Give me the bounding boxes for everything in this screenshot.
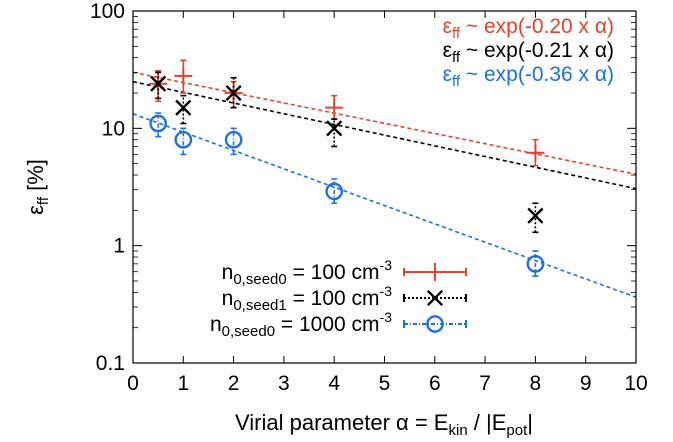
y-tick-label: 10 xyxy=(102,117,125,140)
y-axis-title-subscript: ff xyxy=(35,196,52,205)
data-point xyxy=(150,75,167,92)
legend-text: = 100 cm xyxy=(287,287,380,310)
fit-label-symbol: ε xyxy=(443,39,452,62)
data-point xyxy=(225,84,242,102)
legend-subscript: 0,seed0 xyxy=(233,271,286,288)
fit-label-subscript: ff xyxy=(452,49,461,66)
x-tick-label: 7 xyxy=(479,372,491,395)
legend-marker xyxy=(426,289,444,307)
legend-text: n xyxy=(210,313,222,336)
legend-label: n0,seed0 = 1000 cm-3 xyxy=(210,309,392,340)
fit-label: εff ~ exp(-0.20 x α) xyxy=(443,15,614,42)
data-point xyxy=(527,207,544,224)
y-tick-label: 100 xyxy=(90,0,125,23)
x-axis-title-subscript: kin xyxy=(448,422,467,439)
fit-line xyxy=(133,71,636,176)
x-tick-label: 10 xyxy=(624,372,647,395)
x-axis-title: Virial parameter α = Ekin / |Epot| xyxy=(235,410,533,439)
y-tick-label: 0.1 xyxy=(96,352,125,375)
x-tick-label: 9 xyxy=(580,372,592,395)
x-tick-label: 3 xyxy=(278,372,290,395)
legend-superscript: -3 xyxy=(380,309,393,325)
fit-label-text: ~ exp(-0.20 x α) xyxy=(460,15,614,38)
axis-ticks: 0 1 2 3 4 5 6 7 8 9 10 0.1 1 10 100 xyxy=(90,0,648,395)
fit-label-text: ~ exp(-0.36 x α) xyxy=(460,63,614,86)
x-tick-label: 6 xyxy=(429,372,441,395)
fit-label-symbol: ε xyxy=(443,63,452,86)
data-point xyxy=(175,99,192,116)
data-point xyxy=(325,182,344,201)
series-3 xyxy=(149,112,545,277)
data-point xyxy=(326,120,343,137)
x-axis-title-text: Virial parameter α = E xyxy=(235,410,448,435)
y-tick-label: 1 xyxy=(113,235,125,258)
legend-marker xyxy=(426,315,444,333)
data-point xyxy=(174,130,193,149)
legend: n0,seed0 = 100 cm-3n0,seed1 = 100 cm-3n0… xyxy=(210,257,467,340)
fit-labels: εff ~ exp(-0.20 x α)εff ~ exp(-0.21 x α)… xyxy=(443,15,614,90)
fit-label: εff ~ exp(-0.21 x α) xyxy=(443,39,614,66)
fit-label-symbol: ε xyxy=(443,15,452,38)
data-point xyxy=(526,254,545,273)
x-axis-title-subscript: pot xyxy=(506,422,528,439)
x-tick-label: 5 xyxy=(379,372,391,395)
fit-label-subscript: ff xyxy=(452,73,461,90)
series-2 xyxy=(150,71,544,234)
legend-label: n0,seed0 = 100 cm-3 xyxy=(222,257,393,288)
fit-line xyxy=(133,113,636,298)
fit-label: εff ~ exp(-0.36 x α) xyxy=(443,63,614,90)
x-tick-label: 8 xyxy=(530,372,542,395)
x-tick-label: 4 xyxy=(328,372,340,395)
legend-label: n0,seed1 = 100 cm-3 xyxy=(222,283,393,314)
fit-label-subscript: ff xyxy=(452,25,461,42)
x-tick-label: 0 xyxy=(127,372,139,395)
x-axis-title-text: / |E xyxy=(468,410,507,435)
y-axis-title-text: [%] xyxy=(23,159,48,197)
legend-subscript: 0,seed1 xyxy=(233,297,286,314)
fit-lines xyxy=(133,71,636,298)
y-axis-title-text: ε xyxy=(23,205,48,215)
y-axis-title: εff [%] xyxy=(23,159,52,215)
data-marks xyxy=(149,59,545,277)
legend-text: = 100 cm xyxy=(287,261,380,284)
x-tick-label: 2 xyxy=(228,372,240,395)
fit-label-text: ~ exp(-0.21 x α) xyxy=(460,39,614,62)
x-tick-label: 1 xyxy=(177,372,189,395)
data-point xyxy=(224,130,243,149)
legend-text: n xyxy=(222,287,234,310)
axis-titles: Virial parameter α = Ekin / |Epot| εff [%… xyxy=(23,159,533,439)
legend-text: n xyxy=(222,261,234,284)
legend-subscript: 0,seed0 xyxy=(222,323,275,340)
legend-superscript: -3 xyxy=(380,257,393,273)
legend-superscript: -3 xyxy=(380,283,393,299)
x-axis-title-text: | xyxy=(527,410,533,435)
data-point xyxy=(149,114,168,133)
fit-line xyxy=(133,80,636,190)
legend-text: = 1000 cm xyxy=(275,313,379,336)
